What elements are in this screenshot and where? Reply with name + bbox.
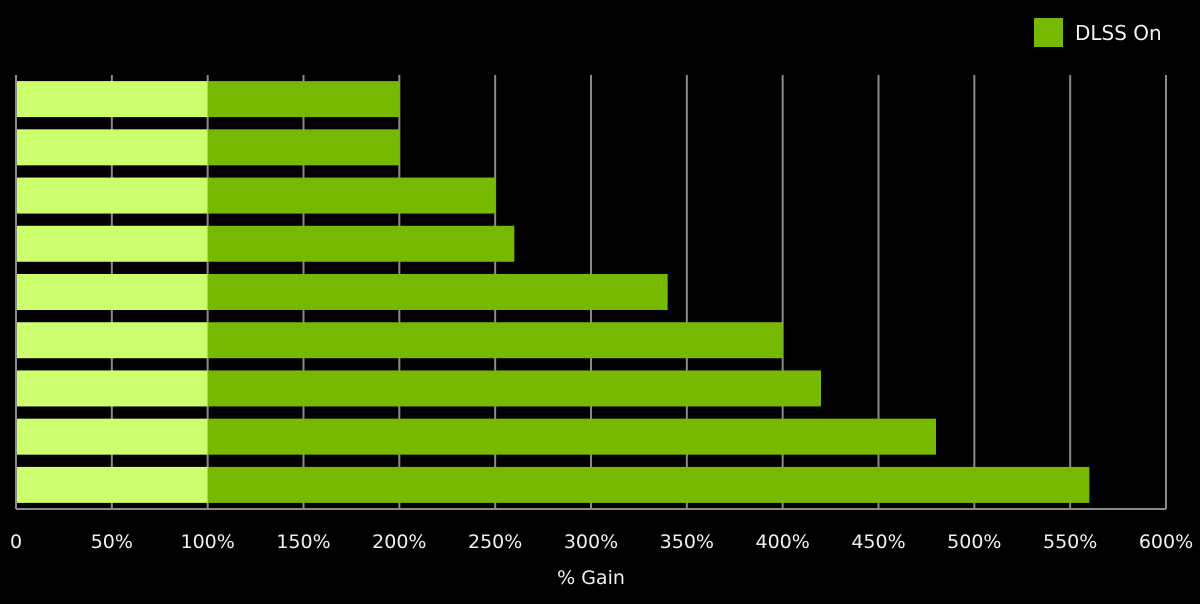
x-tick-label: 150% <box>276 531 330 553</box>
bar-baseline <box>17 225 208 262</box>
bar-baseline <box>17 129 208 166</box>
x-tick-label: 600% <box>1139 531 1193 553</box>
bar-baseline <box>17 322 208 359</box>
bars <box>17 81 1090 503</box>
x-tick-label: 100% <box>181 531 235 553</box>
bar-baseline <box>17 177 208 214</box>
bar-baseline <box>17 81 208 118</box>
x-tick-label: 350% <box>660 531 714 553</box>
bar-baseline <box>17 370 208 407</box>
bar-dlss-on <box>207 129 400 166</box>
bar-dlss-on <box>207 466 1090 503</box>
x-tick-label: 300% <box>564 531 618 553</box>
x-tick-label: 500% <box>947 531 1001 553</box>
legend-swatch-dlss-on <box>1034 18 1063 47</box>
bar-baseline <box>17 274 208 310</box>
x-tick-label: 0 <box>10 531 22 553</box>
x-tick-label: 250% <box>468 531 522 553</box>
x-tick-label: 450% <box>851 531 905 553</box>
bar-dlss-on <box>207 370 821 407</box>
x-tick-label: 400% <box>756 531 810 553</box>
x-tick-label: 50% <box>91 531 133 553</box>
x-tick-label: 550% <box>1043 531 1097 553</box>
x-tick-label: 200% <box>372 531 426 553</box>
bar-baseline <box>17 466 208 503</box>
bar-dlss-on <box>207 81 400 118</box>
bar-baseline <box>17 418 208 455</box>
bar-dlss-on <box>207 274 668 310</box>
bar-dlss-on <box>207 225 515 262</box>
bar-dlss-on <box>207 418 936 455</box>
x-tick-labels: 0 50% 100% 150% 200% 250% 300% 350% 400% 450% 500%… <box>10 531 1193 553</box>
x-axis-label: % Gain <box>557 567 625 589</box>
legend-label-dlss-on: DLSS On <box>1075 21 1162 45</box>
bar-dlss-on <box>207 177 496 214</box>
legend[interactable]: DLSS On <box>1034 18 1162 47</box>
bar-dlss-on <box>207 322 783 359</box>
